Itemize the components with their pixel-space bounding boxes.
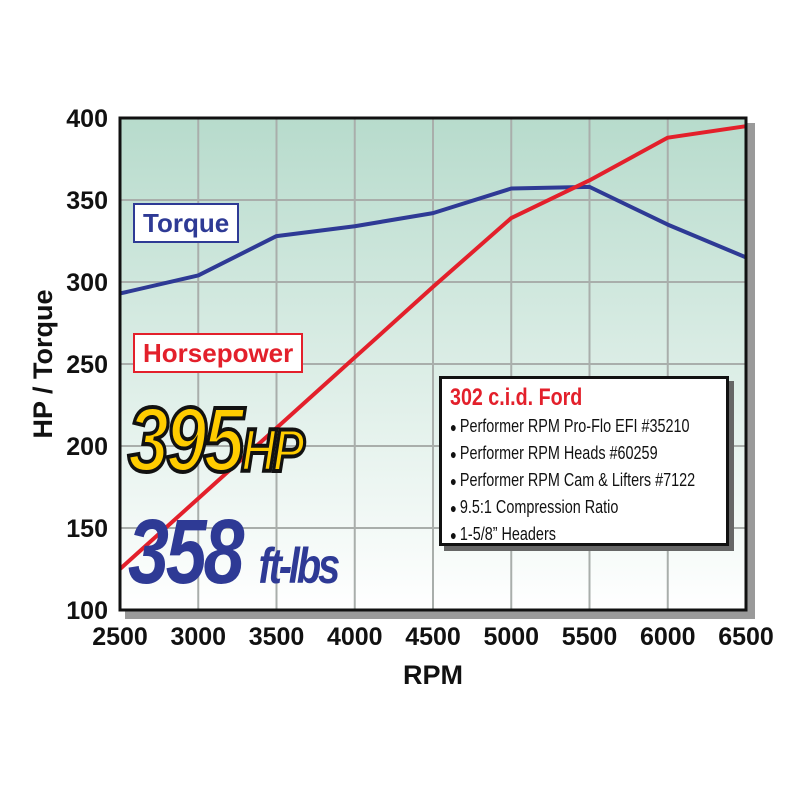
- x-tick-label: 6500: [718, 623, 774, 651]
- x-tick-label: 2500: [92, 623, 148, 651]
- spec-item: Performer RPM Cam & Lifters #7122: [450, 467, 695, 494]
- y-axis-title: HP / Torque: [28, 289, 58, 438]
- peak-torque-unit: ft-lbs: [258, 538, 340, 594]
- y-tick-label: 400: [66, 105, 108, 133]
- peak-hp-unit: HP: [240, 415, 307, 486]
- x-tick-label: 3500: [249, 623, 305, 651]
- y-tick-label: 150: [66, 515, 108, 543]
- engine-spec-box: 302 c.i.d. Ford Performer RPM Pro-Flo EF…: [439, 376, 729, 546]
- y-tick-label: 100: [66, 597, 108, 625]
- spec-item: 9.5:1 Compression Ratio: [450, 494, 664, 521]
- legend-torque: Torque: [133, 203, 240, 243]
- x-tick-label: 4000: [327, 623, 383, 651]
- y-tick-label: 250: [66, 351, 108, 379]
- y-tick-label: 200: [66, 433, 108, 461]
- x-tick-label: 5000: [483, 623, 539, 651]
- peak-torque-callout: 358 ft-lbs: [128, 500, 340, 605]
- x-tick-label: 3000: [170, 623, 226, 651]
- spec-title: 302 c.i.d. Ford: [450, 384, 583, 411]
- peak-hp-callout: 395HP: [126, 387, 307, 493]
- spec-item: Performer RPM Pro-Flo EFI #35210: [450, 413, 690, 440]
- spec-item: Performer RPM Heads #60259: [450, 440, 664, 467]
- x-tick-label: 5500: [562, 623, 618, 651]
- plot-frame: [118, 116, 748, 612]
- x-tick-label: 4500: [405, 623, 461, 651]
- peak-torque-value: 358: [128, 501, 244, 603]
- spec-item: 1-5/8” Headers: [450, 521, 664, 548]
- legend-horsepower: Horsepower: [133, 333, 304, 373]
- x-tick-label: 6000: [640, 623, 696, 651]
- y-tick-label: 350: [66, 187, 108, 215]
- x-axis-title: RPM: [403, 660, 463, 690]
- y-tick-label: 300: [66, 269, 108, 297]
- peak-hp-value: 395: [126, 387, 246, 493]
